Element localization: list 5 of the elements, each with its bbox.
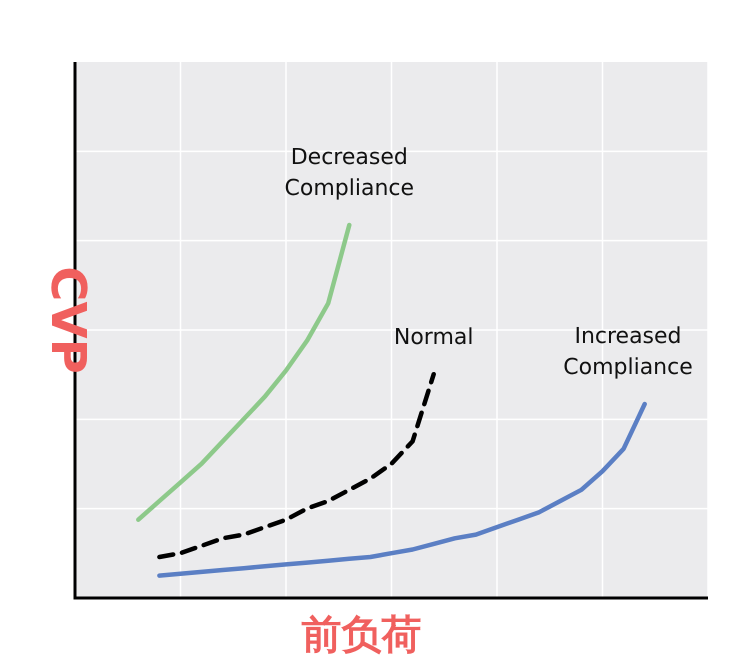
x-axis-title: 前负荷: [302, 612, 422, 658]
series-label: Normal: [394, 325, 474, 350]
text: Decreased Compliance: [284, 145, 414, 201]
text: Increased Compliance: [563, 324, 693, 380]
y-axis-title: CVP: [40, 266, 96, 374]
